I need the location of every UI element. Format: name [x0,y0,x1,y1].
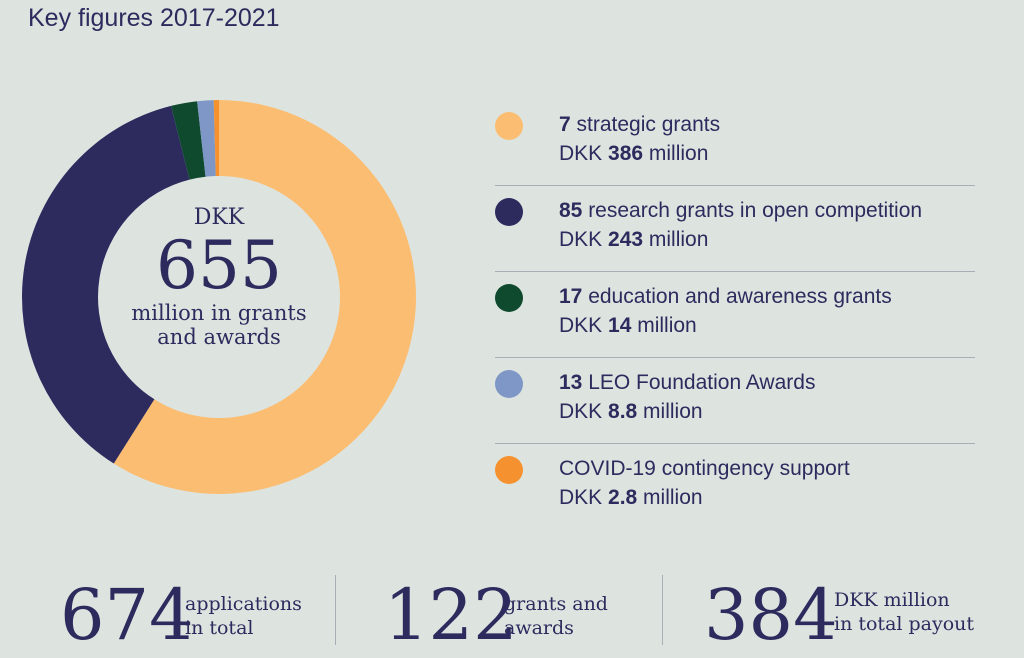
stat-label-line1: grants and [504,593,608,615]
stat-value: 384 [704,574,838,656]
legend-item: 85 research grants in open competition D… [495,186,975,272]
legend-item: 7 strategic grants DKK 386 million [495,100,975,186]
legend-item: COVID-19 contingency support DKK 2.8 mil… [495,444,975,530]
legend-count: 7 [559,113,571,136]
legend-count: 17 [559,285,583,308]
legend-amount: 8.8 [608,400,638,423]
donut-slice-research-grants-in-open-competition [21,105,190,464]
legend-item: 13 LEO Foundation Awards DKK 8.8 million [495,358,975,444]
legend-amount-prefix: DKK [559,400,609,423]
stat-label-line1: applications [185,593,302,615]
stat-grants: 122 grants and awards [384,570,654,658]
legend-label: strategic grants [570,113,721,136]
donut-slice-leo-foundation-awards [197,100,216,177]
legend-label: COVID-19 contingency support [559,457,850,480]
stat-divider [662,575,663,645]
stat-applications: 674 applications in total [60,570,330,658]
stat-value: 674 [60,574,194,656]
legend-label: education and awareness grants [582,285,892,308]
center-description-line2: and awards [157,325,281,349]
page-title: Key figures 2017-2021 [28,4,280,32]
legend-amount-prefix: DKK [559,228,609,251]
legend-count: 85 [559,199,583,222]
stat-label-line2: in total payout [834,613,975,635]
legend-dot [495,284,523,312]
legend-amount-prefix: DKK [559,142,609,165]
legend-amount-prefix: DKK [559,314,609,337]
legend-dot [495,198,523,226]
legend-amount-suffix: million [643,142,709,165]
donut-slice-covid-19-contingency-support [213,100,219,177]
stat-label-line1: DKK million [834,589,950,611]
legend-item: 17 education and awareness grants DKK 14… [495,272,975,358]
legend-label: research grants in open competition [582,199,923,222]
key-stats: 674 applications in total 122 grants and… [0,570,1024,658]
donut-chart [21,100,416,494]
donut-slice-education-and-awareness-grants [171,101,206,180]
center-currency: DKK [193,205,245,230]
legend-amount: 243 [608,228,644,251]
stat-label-line2: in total [185,617,254,639]
legend-amount-suffix: million [643,228,709,251]
legend-amount-suffix: million [631,314,697,337]
legend-dot [495,456,523,484]
legend: 7 strategic grants DKK 386 million 85 re… [495,100,975,530]
stat-divider [335,575,336,645]
stat-payout: 384 DKK million in total payout [704,570,1014,658]
legend-amount-suffix: million [637,400,703,423]
legend-amount-prefix: DKK [559,486,609,509]
donut-slice-strategic-grants [113,100,416,494]
legend-amount: 386 [608,142,644,165]
stat-value: 122 [384,574,518,656]
legend-amount: 2.8 [608,486,638,509]
legend-dot [495,112,523,140]
stat-label-line2: awards [504,617,574,639]
legend-dot [495,370,523,398]
legend-amount: 14 [608,314,632,337]
legend-amount-suffix: million [637,486,703,509]
center-description-line1: million in grants [131,301,307,325]
donut-center-label: DKK 655 million in grants and awards [104,205,334,349]
legend-count: 13 [559,371,583,394]
legend-label: LEO Foundation Awards [582,371,816,394]
center-total-value: 655 [156,227,282,304]
